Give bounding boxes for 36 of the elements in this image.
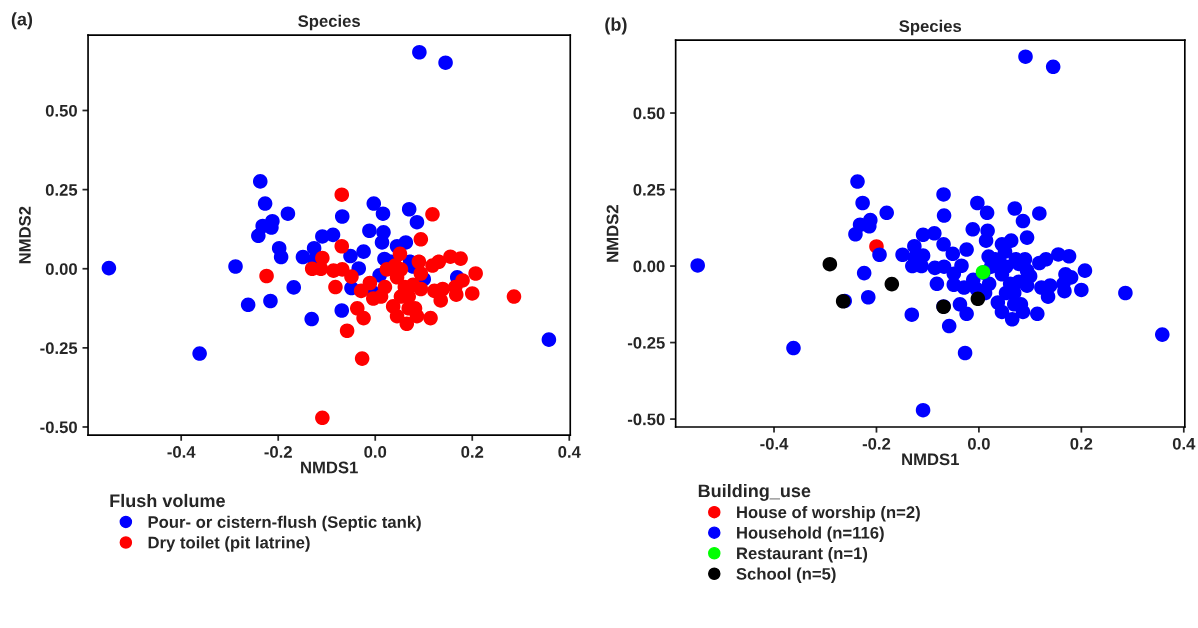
x-tick-label: -0.2 (264, 446, 292, 458)
y-tick-label: 0.25 (45, 184, 78, 196)
y-tick-label: 0.00 (45, 263, 77, 275)
legend-label: Dry toilet (pit latrine) (148, 536, 310, 552)
y-tick-label: -0.25 (40, 342, 78, 355)
x-tick-label: 0.4 (1172, 437, 1196, 450)
y-tick-label: 0.50 (45, 104, 77, 117)
legend-label: Household (n=116) (737, 526, 884, 542)
x-tick-label: 0.4 (558, 446, 581, 458)
y-tick-label: -0.50 (627, 413, 665, 426)
legend-title: Building_use (698, 484, 811, 501)
legend-label: School (n=5) (736, 567, 836, 584)
text: (b) (605, 17, 627, 35)
legend-title: Flush volume (110, 493, 225, 508)
x-tick-label: 0.0 (364, 446, 387, 458)
x-tick-label: -0.4 (760, 437, 789, 450)
chart-title: Species (298, 14, 360, 31)
x-tick-label: -0.2 (862, 437, 891, 450)
y-tick-label: -0.50 (40, 421, 77, 434)
legend-label: Restaurant (n=1) (737, 546, 868, 563)
x-tick-label: 0.2 (1070, 437, 1093, 450)
y-tick-label: 0.50 (633, 107, 665, 120)
y-axis-title: NMDS2 (19, 206, 31, 264)
x-axis-title: NMDS1 (301, 461, 358, 474)
y-tick-label: 0.25 (633, 183, 665, 196)
chart-title: Species (899, 19, 962, 36)
legend-label: Pour- or cistern-flush (Septic tank) (148, 515, 421, 532)
text: (a) (11, 12, 33, 30)
x-axis-title: NMDS1 (902, 453, 959, 466)
y-tick-label: 0.00 (633, 260, 665, 273)
legend-label: House of worship (n=2) (737, 505, 920, 522)
y-axis-title: NMDS2 (606, 205, 619, 262)
y-tick-label: -0.25 (627, 336, 665, 349)
x-tick-label: 0.2 (461, 446, 484, 458)
x-tick-label: -0.4 (167, 446, 196, 458)
x-tick-label: 0.0 (967, 437, 990, 450)
